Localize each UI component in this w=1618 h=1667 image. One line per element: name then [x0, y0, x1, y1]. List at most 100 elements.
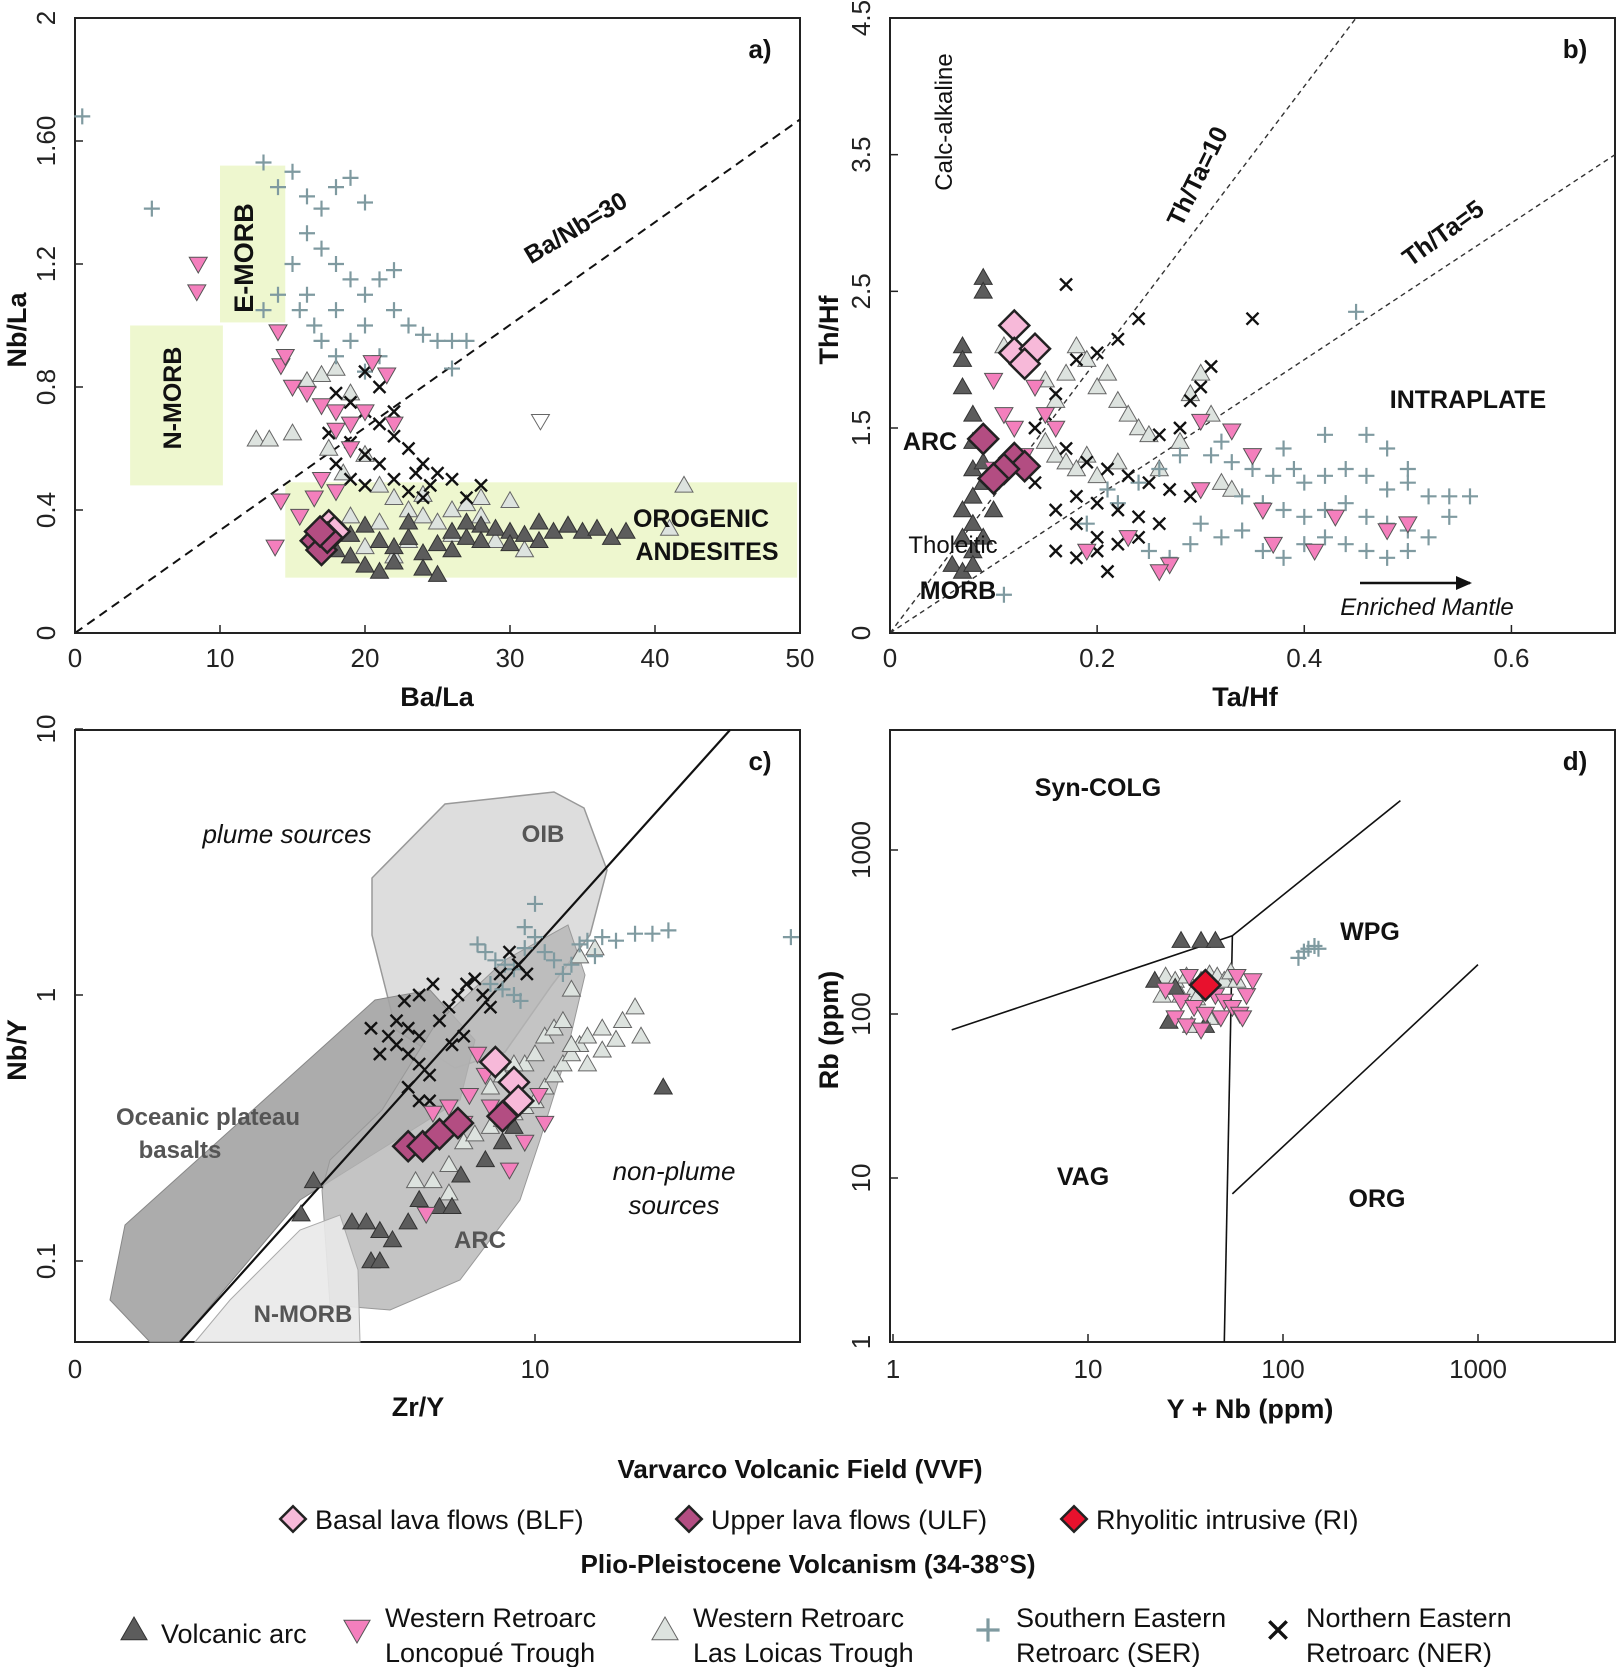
- data-point: [282, 423, 303, 441]
- data-point: [1193, 380, 1208, 394]
- data-point: [299, 188, 315, 205]
- data-point: [401, 1080, 416, 1095]
- panel-d: 1 10 100 1000 1 10 100 1000 d) Y + Nb (ppm) Rb …: [814, 729, 1616, 1424]
- data-point: [416, 1206, 437, 1225]
- data-point: [1028, 475, 1042, 490]
- data-point: [371, 271, 388, 288]
- data-point: [357, 286, 373, 303]
- data-point: [270, 179, 286, 196]
- data-point: [1048, 544, 1063, 558]
- data-point: [1210, 1010, 1231, 1028]
- data-point: [1173, 421, 1187, 435]
- data-point: [1190, 413, 1211, 432]
- data-point: [1025, 379, 1045, 398]
- data-point: [376, 367, 397, 385]
- data-point: [1325, 509, 1346, 527]
- data-point: [1182, 536, 1199, 553]
- legend-item: Western Retroarc Loncopué Trough: [343, 1603, 596, 1667]
- panel-c-label: c): [748, 746, 771, 776]
- data-point: [527, 895, 543, 912]
- data-point: [355, 555, 375, 573]
- x-tick-label: 30: [496, 643, 525, 673]
- legend-item-label: Retroarc (NER): [1306, 1638, 1492, 1667]
- data-point: [1007, 346, 1042, 381]
- data-point: [1028, 421, 1042, 435]
- data-point: [326, 404, 346, 422]
- data-point: [1191, 930, 1211, 948]
- data-point: [291, 302, 308, 319]
- data-point: [400, 317, 417, 334]
- data-point: [442, 1000, 456, 1015]
- data-point: [398, 512, 419, 530]
- data-point: [423, 1170, 443, 1189]
- data-point: [384, 487, 404, 505]
- data-point: [313, 332, 330, 349]
- data-point: [485, 1099, 520, 1134]
- data-point: [543, 521, 564, 539]
- data-point: [653, 1077, 674, 1095]
- data-point: [500, 490, 520, 509]
- data-point: [1056, 452, 1076, 470]
- data-point: [1263, 536, 1284, 555]
- data-point: [326, 422, 346, 441]
- data-point: [303, 514, 337, 549]
- data-point: [422, 1068, 437, 1082]
- data-point: [492, 1132, 513, 1150]
- data-point: [326, 358, 346, 376]
- panel-b-frame: [889, 17, 1616, 634]
- x-tick-label: 1000: [1449, 1354, 1507, 1384]
- data-point: [1234, 488, 1251, 505]
- annotation-ba-nb-30: Ba/Nb=30: [520, 187, 633, 270]
- data-point: [1035, 431, 1056, 449]
- data-point: [456, 1029, 471, 1044]
- data-point: [413, 558, 433, 576]
- legend: Varvarco Volcanic Field (VVF) Basal lava…: [120, 1454, 1512, 1667]
- data-point: [1296, 474, 1313, 491]
- data-point: [1213, 433, 1230, 450]
- data-point: [358, 478, 372, 493]
- y-tick-label: 0.4: [31, 492, 61, 528]
- data-point: [494, 981, 511, 998]
- data-point: [329, 457, 343, 471]
- x-tick-label: 20: [351, 643, 380, 673]
- y-tick-label: 0: [846, 626, 876, 640]
- data-point: [483, 1000, 498, 1015]
- data-point: [355, 404, 375, 422]
- data-point: [297, 385, 317, 404]
- data-point: [1275, 440, 1292, 457]
- data-point: [340, 383, 361, 401]
- data-point: [1337, 495, 1354, 512]
- data-point: [459, 1087, 480, 1106]
- data-point: [1254, 543, 1271, 559]
- data-point: [534, 1115, 555, 1134]
- data-point: [471, 487, 491, 505]
- legend-item-label: Southern Eastern: [1016, 1603, 1226, 1633]
- data-point: [246, 429, 267, 447]
- data-point: [369, 561, 390, 579]
- data-point: [625, 997, 645, 1015]
- data-point: [1192, 515, 1209, 532]
- data-point: [1170, 431, 1190, 449]
- y-tick-label: 2: [31, 11, 61, 25]
- data-point: [592, 1018, 613, 1036]
- y-tick-label: 1: [846, 1335, 876, 1349]
- data-point: [1211, 472, 1232, 490]
- data-point: [1223, 454, 1240, 471]
- data-point: [444, 360, 460, 377]
- data-point: [451, 1165, 471, 1183]
- legend-group1-title: Varvarco Volcanic Field (VVF): [617, 1454, 982, 1484]
- data-point: [516, 919, 533, 936]
- annotation-oceanic-plateau: Oceanic plateau: [116, 1104, 300, 1131]
- data-point: [1139, 424, 1159, 443]
- data-point: [519, 967, 534, 981]
- panel-a: 0 10 20 30 40 50 0 0.4 0.8 1.2 1.60 2 a) Ba/La Nb/L…: [2, 11, 814, 712]
- x-tick-label: 1: [886, 1354, 900, 1384]
- data-point: [1140, 543, 1157, 559]
- data-point: [389, 1013, 404, 1028]
- data-point: [398, 1212, 419, 1230]
- data-point: [328, 256, 344, 272]
- data-point: [1045, 420, 1066, 439]
- data-point: [416, 490, 430, 505]
- data-point: [1242, 973, 1263, 991]
- data-point: [973, 281, 994, 299]
